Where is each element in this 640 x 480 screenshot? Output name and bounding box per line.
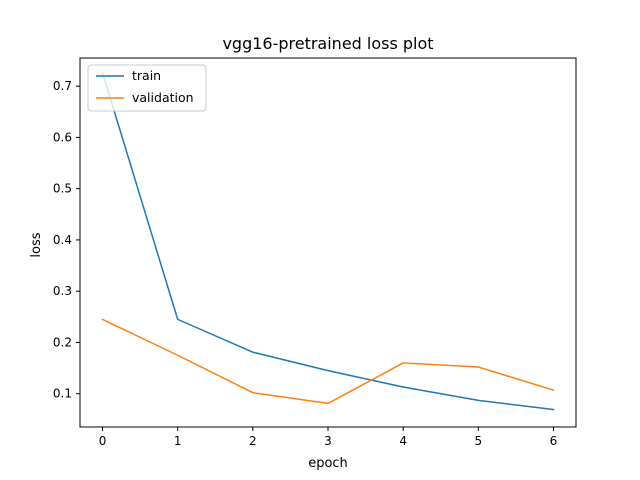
x-tick-label: 4 (399, 434, 407, 448)
x-tick-label: 0 (99, 434, 107, 448)
legend: train validation (87, 64, 207, 112)
plot-area-frame (79, 57, 577, 428)
x-tick-label: 5 (474, 434, 482, 448)
series-line-validation (101, 318, 555, 405)
series-layer (101, 71, 555, 411)
x-tick-label: 1 (174, 434, 182, 448)
y-tick-label: 0.1 (53, 387, 72, 401)
legend-label-train: train (132, 68, 161, 83)
x-tick-label: 6 (550, 434, 558, 448)
y-tick-label: 0.3 (53, 284, 72, 298)
y-tick-label: 0.4 (53, 233, 72, 247)
y-tick-label: 0.7 (53, 79, 72, 93)
x-axis-label: epoch (308, 456, 348, 471)
y-axis-label: loss (29, 232, 44, 257)
x-tick-label: 2 (249, 434, 257, 448)
y-tick-label: 0.2 (53, 335, 72, 349)
series-line-train (101, 71, 555, 411)
y-tick-label: 0.5 (53, 182, 72, 196)
y-tick-label: 0.6 (53, 130, 72, 144)
legend-label-validation: validation (132, 90, 194, 105)
chart-title: vgg16-pretrained loss plot (222, 34, 433, 53)
x-tick-label: 3 (324, 434, 332, 448)
ticks-layer: 0 1 2 3 4 5 6 0.1 0.2 0.3 0.4 0.5 0.6 0.7 (53, 79, 557, 448)
